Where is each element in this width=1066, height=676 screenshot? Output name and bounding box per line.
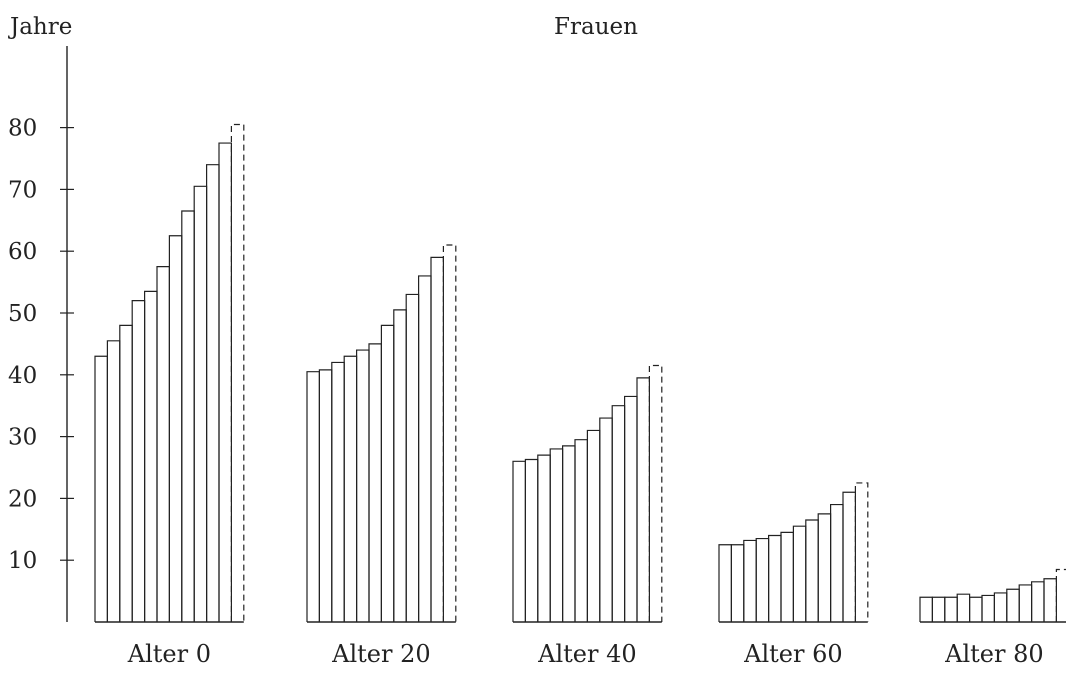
bar — [331, 361, 345, 622]
bar — [306, 371, 320, 622]
bar — [969, 596, 983, 622]
bar — [842, 491, 856, 622]
bar-group: Alter 20 — [306, 244, 457, 668]
bar — [1043, 578, 1057, 622]
bar — [368, 343, 382, 622]
group-label: Alter 40 — [537, 640, 637, 668]
bar — [206, 164, 220, 622]
bar — [562, 445, 576, 622]
bar — [512, 460, 526, 622]
bar — [380, 324, 395, 622]
bar — [94, 355, 108, 622]
bar — [193, 185, 208, 622]
bar — [218, 142, 232, 622]
bar — [919, 596, 933, 622]
bar — [956, 593, 971, 622]
bar — [730, 544, 745, 622]
bar — [131, 300, 146, 622]
y-tick-label: 20 — [8, 486, 37, 512]
bar-group: Alter 0 — [94, 123, 245, 668]
bar-projected — [1055, 568, 1066, 622]
bar — [549, 448, 564, 622]
bar — [586, 429, 601, 622]
bar — [830, 503, 844, 622]
bar-projected — [648, 364, 663, 622]
bar-group: Alter 80 — [919, 568, 1066, 668]
y-tick-label: 80 — [8, 116, 37, 142]
bar — [318, 369, 333, 622]
y-tick-label: 30 — [8, 425, 37, 451]
bar — [780, 531, 794, 622]
bar — [792, 525, 807, 622]
bar-projected — [230, 123, 245, 622]
bar — [524, 458, 539, 622]
bar — [343, 355, 358, 622]
y-tick-label: 50 — [8, 301, 37, 327]
bar — [156, 266, 170, 622]
y-axis-label: Jahre — [8, 14, 72, 40]
bar — [106, 340, 121, 622]
bar — [981, 594, 995, 622]
bar — [1031, 581, 1045, 622]
bar — [993, 592, 1008, 622]
bar — [755, 537, 770, 622]
bar — [393, 309, 407, 622]
bar — [119, 324, 133, 622]
y-axis-ticks: 10 20 30 40 50 60 70 80 — [8, 116, 74, 574]
bar — [743, 539, 757, 622]
group-label: Alter 80 — [944, 640, 1044, 668]
chart-title: Frauen — [554, 14, 638, 40]
group-label: Alter 60 — [743, 640, 843, 668]
bar — [418, 275, 432, 622]
bar — [805, 519, 819, 622]
bar — [181, 210, 195, 622]
bar — [944, 596, 958, 622]
bar — [1018, 584, 1033, 622]
group-label: Alter 0 — [127, 640, 211, 668]
bar — [611, 405, 626, 622]
y-tick-label: 10 — [8, 548, 37, 574]
bar — [636, 377, 650, 622]
bar — [430, 256, 444, 622]
bar — [599, 417, 613, 622]
bar — [931, 596, 946, 622]
group-label: Alter 20 — [331, 640, 431, 668]
y-tick-label: 70 — [8, 177, 37, 203]
bar-group: Alter 60 — [718, 482, 869, 668]
y-tick-label: 60 — [8, 239, 37, 265]
bar-groups: Alter 0 Alter 20 Alter 40 Alter 60 Alter 80 — [94, 123, 1066, 668]
bar — [144, 290, 158, 622]
y-tick-label: 40 — [8, 363, 37, 389]
bar — [768, 534, 782, 622]
bar — [356, 349, 370, 622]
bar-group: Alter 40 — [512, 364, 663, 668]
bar — [1006, 588, 1020, 622]
bar — [718, 544, 732, 622]
bar — [624, 395, 638, 622]
bar — [405, 293, 420, 622]
bar-projected — [854, 482, 869, 622]
bar — [574, 439, 588, 622]
bar — [537, 454, 551, 622]
bar — [817, 513, 832, 622]
bar-projected — [442, 244, 457, 622]
bar — [168, 235, 183, 622]
